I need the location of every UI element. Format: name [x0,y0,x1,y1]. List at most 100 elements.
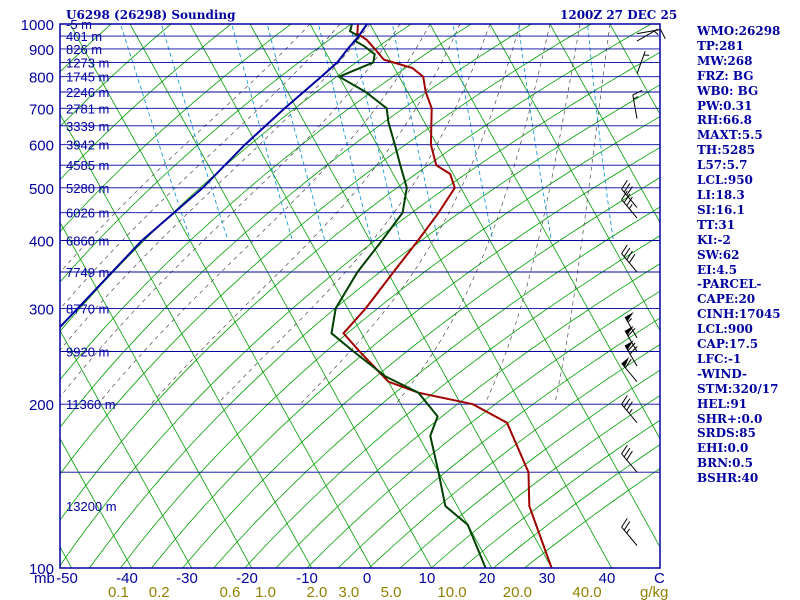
wind-barb [621,444,638,473]
wind-barb [621,395,638,424]
sounding-index: -PARCEL- [697,277,762,292]
dry-adiabat-line [89,84,660,568]
temperature-tick-label: -20 [236,570,258,587]
height-label: 1273 m [66,55,109,70]
sounding-index: -WIND- [697,366,747,381]
mixing-ratio-tick-label: 5.0 [381,584,402,600]
sounding-index: SI:16.1 [697,202,745,217]
sounding-index: LCL:900 [697,322,753,337]
height-labels: 13200 m 11360 m 9920 m 8770 m 7749 m 6860 m 60… [66,17,117,514]
wind-barb [636,29,666,40]
sounding-index: L57:5.7 [697,158,748,173]
series-temperature-line [342,24,553,568]
isotherm-line [369,24,660,548]
sounding-index: TH:5285 [697,143,756,158]
mixing-ratio-tick-labels: 0.1 0.2 0.6 1.0 2.0 3.0 5.0 10.0 20.0 40.0 [108,584,602,600]
sounding-index: HEL:91 [697,396,748,411]
height-label: 3942 m [66,138,109,153]
temperature-unit-label: C [654,570,665,587]
moist-adiabat-line [299,24,521,405]
sounding-index: LI:18.3 [697,187,745,202]
mixing-ratio-line [231,24,293,241]
height-label: 2781 m [66,101,109,116]
mixing-ratio-tick-label: 40.0 [572,584,601,600]
pressure-tick-labels: 100 200 300 400 500 600 700 800 900 1000 [21,17,54,578]
dry-adiabat-line [60,24,412,332]
dry-adiabat-line [244,235,660,568]
sounding-index: WMO:26298 [697,24,781,38]
sounding-index: EHI:0.0 [697,441,749,456]
height-label: 5280 m [66,181,109,196]
moist-adiabat-line [97,24,431,405]
dry-adiabat-line [60,51,660,567]
mixing-ratio-line [349,24,401,241]
isotherm-line [129,24,433,568]
mixing-ratio-tick-label: 3.0 [338,584,359,600]
sounding-index: WB0: BG [697,83,759,98]
isotherm-line [309,24,613,568]
mixing-ratio-line [266,24,326,241]
temperature-tick-label: -30 [176,570,198,587]
sounding-index: SW:62 [697,247,740,262]
wind-barb [621,356,638,383]
height-label: 4585 m [66,158,109,173]
isotherm-line [0,13,18,581]
pressure-tick-label: 800 [29,70,54,87]
mixing-ratio-line [391,24,439,241]
sounding-index: FRZ: BG [697,68,754,83]
wind-barb [621,244,638,273]
mixing-ratio-tick-label: 1.0 [255,584,276,600]
dry-adiabat-line [60,24,292,233]
mixing-ratio-line [318,24,372,241]
sounding-index: SRDS:85 [697,426,756,441]
sounding-index: TP:281 [697,38,745,53]
mixing-ratio-line [587,24,614,241]
pressure-tick-label: 400 [29,234,54,251]
sounding-traces [60,24,553,568]
dry-adiabat-line [60,24,532,428]
dry-adiabat-line [213,206,660,568]
height-label: 2246 m [66,85,109,100]
moist-adiabat-line [150,24,461,405]
temperature-tick-label: -40 [116,570,138,587]
plot-frame [59,23,661,569]
isotherm-line [429,24,660,440]
pressure-tick-label: 200 [29,397,54,414]
temperature-tick-label: 20 [479,570,496,587]
chart-title: U6298 (26298) Sounding [66,8,236,22]
wind-barb [621,180,638,208]
height-label: 8770 m [66,301,109,316]
sounding-index: CAP:17.5 [697,337,759,352]
pressure-tick-label: 300 [29,301,54,318]
background-grid [0,13,660,581]
dry-adiabat-line [275,263,660,568]
pressure-tick-label: 600 [29,138,54,155]
height-label: 9920 m [66,345,109,360]
mixing-ratio-unit-label: g/kg [640,584,668,600]
dry-adiabat-line [151,147,660,568]
moist-adiabat-line [60,24,401,398]
wind-barb [636,51,650,74]
isotherm-line [249,24,553,568]
dry-adiabat-line [60,24,652,521]
valid-time: 1200Z 27 DEC 25 [560,8,678,22]
dry-adiabat-line [337,317,660,568]
sounding-index: SHR+:0.0 [697,411,763,426]
mixing-ratio-line [120,24,191,241]
height-label: 13200 m [66,499,117,514]
moist-adiabat-line [395,24,551,405]
dry-adiabat-line [60,24,232,181]
sounding-index: PW:0.31 [697,98,753,113]
sounding-index: LFC:-1 [697,351,742,366]
pressure-tick-label: 500 [29,181,54,198]
mixing-ratio-line [160,24,229,241]
height-label: 826 m [66,42,102,57]
sounding-index: STM:320/17 [697,381,779,396]
mixing-ratio-tick-label: 2.0 [306,584,327,600]
mixing-ratio-tick-label: 0.6 [219,584,240,600]
dry-adiabat-line [182,177,660,568]
isotherm-line [489,24,660,332]
temperature-tick-label: -50 [56,570,78,587]
isotherm-line [60,329,193,568]
